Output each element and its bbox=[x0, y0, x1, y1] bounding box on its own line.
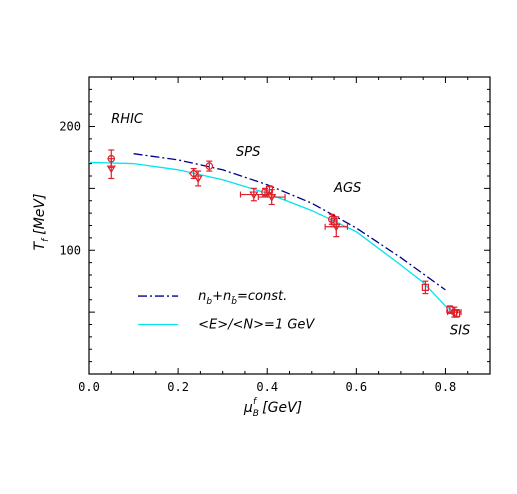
x-tick-label: 0.0 bbox=[78, 380, 100, 394]
x-tick-label: 0.4 bbox=[256, 380, 278, 394]
x-tick-label: 0.6 bbox=[345, 380, 367, 394]
y-tick-label: 100 bbox=[59, 243, 81, 257]
y-axis-label: Tf[MeV] bbox=[32, 194, 51, 251]
data-point bbox=[193, 170, 203, 187]
annotation-label: RHIC bbox=[111, 112, 144, 127]
data-point bbox=[324, 216, 349, 238]
annotations: RHIC SPS AGS SIS bbox=[111, 112, 470, 339]
legend-label-dashdot: nb+nb̄=const. bbox=[198, 289, 287, 307]
axes: 0.0 0.2 0.4 0.6 0.8 100 200 bbox=[59, 76, 491, 394]
marker-diamond bbox=[188, 168, 199, 179]
data-points bbox=[106, 149, 462, 318]
marker-circle bbox=[205, 162, 214, 170]
x-axis-label: μBf [GeV] bbox=[243, 397, 302, 419]
data-point bbox=[257, 189, 286, 206]
marker-triangle bbox=[249, 191, 259, 200]
y-tick-label: 200 bbox=[59, 120, 81, 134]
annotation-label: AGS bbox=[333, 181, 361, 196]
series-line bbox=[133, 153, 446, 291]
x-tick-label: 0.8 bbox=[435, 380, 457, 394]
annotation-label: SPS bbox=[236, 145, 260, 160]
data-point bbox=[205, 160, 214, 172]
legend: nb+nb̄=const. <E>/<N>=1 GeV bbox=[138, 289, 315, 333]
data-point bbox=[447, 306, 462, 318]
marker-triangle bbox=[331, 223, 341, 232]
data-point bbox=[452, 309, 461, 318]
marker-circle bbox=[450, 308, 459, 316]
marker-square bbox=[421, 283, 429, 291]
marker-triangle bbox=[193, 175, 203, 184]
legend-label-solid: <E>/<N>=1 GeV bbox=[198, 318, 315, 333]
marker-square bbox=[452, 309, 461, 317]
x-tick-label: 0.2 bbox=[167, 380, 189, 394]
series-lines bbox=[88, 153, 455, 313]
data-point bbox=[421, 280, 429, 295]
annotation-label: SIS bbox=[450, 323, 470, 338]
marker-triangle bbox=[106, 165, 116, 174]
marker-triangle bbox=[267, 193, 277, 202]
data-point bbox=[106, 158, 116, 180]
series-line bbox=[88, 161, 455, 313]
